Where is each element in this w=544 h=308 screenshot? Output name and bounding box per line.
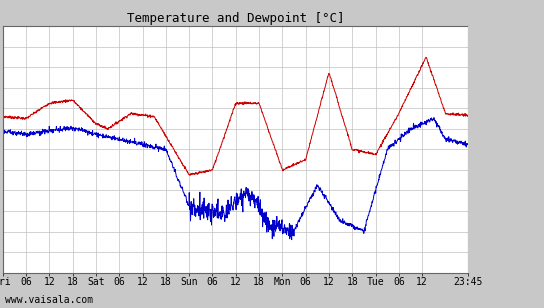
Title: Temperature and Dewpoint [°C]: Temperature and Dewpoint [°C] (127, 12, 344, 25)
Text: www.vaisala.com: www.vaisala.com (5, 295, 94, 305)
